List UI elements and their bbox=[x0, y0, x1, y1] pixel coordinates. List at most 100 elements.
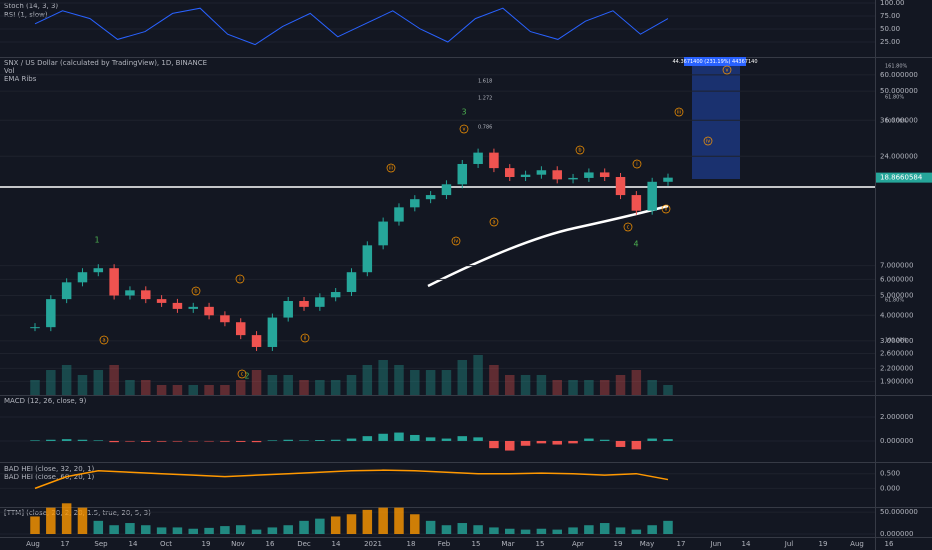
y-tick-label: 0.500 bbox=[880, 470, 900, 478]
volume-bar bbox=[30, 380, 40, 395]
x-axis-label: Mar bbox=[501, 540, 514, 548]
macd-bar bbox=[330, 439, 341, 441]
y-tick-label: 24.000000 bbox=[880, 152, 918, 160]
macd-bar bbox=[30, 440, 40, 441]
macd-bar bbox=[568, 440, 578, 444]
volume-bar bbox=[156, 385, 167, 395]
macd-bar bbox=[394, 432, 404, 441]
volume-bar bbox=[93, 370, 104, 395]
y-tick-label: 4.000000 bbox=[880, 311, 913, 319]
volume-bar bbox=[346, 375, 357, 395]
macd-bar bbox=[204, 440, 214, 442]
wave-letter: a bbox=[492, 220, 495, 226]
macd-bar bbox=[410, 434, 420, 441]
candle bbox=[299, 300, 309, 307]
candle bbox=[141, 290, 151, 300]
candle bbox=[520, 174, 531, 177]
macd-bar bbox=[536, 440, 547, 444]
volume-bar bbox=[283, 375, 293, 395]
y-tick-label: 2.000000 bbox=[880, 413, 913, 421]
ttm-bar bbox=[505, 528, 515, 534]
candle bbox=[346, 272, 357, 293]
wave-label: 2 bbox=[244, 372, 249, 381]
macd-bar bbox=[299, 440, 309, 441]
panel-label: Stoch (14, 3, 3) bbox=[4, 2, 58, 10]
volume-bar bbox=[599, 380, 610, 395]
x-axis-label: Jun bbox=[710, 540, 722, 548]
macd-bar bbox=[489, 440, 499, 449]
candle bbox=[599, 172, 610, 177]
candle bbox=[631, 195, 642, 211]
wave-circle bbox=[235, 274, 245, 284]
candle bbox=[457, 163, 468, 185]
candle bbox=[425, 195, 436, 200]
panel-label: BAD HEI (close, 32, 20, 1) bbox=[4, 465, 95, 473]
wave-letter: i bbox=[239, 277, 240, 283]
y-tick-label: 0.000000 bbox=[880, 437, 913, 445]
wave-letter: a bbox=[102, 338, 105, 344]
macd-bar bbox=[663, 439, 673, 441]
volume-bar bbox=[568, 380, 578, 395]
legend-item: EMA Ribs bbox=[4, 75, 37, 83]
volume-bar bbox=[552, 380, 562, 395]
y-tick-label: 50.000000 bbox=[880, 87, 918, 95]
ttm-bar bbox=[457, 523, 468, 534]
wave-letter: i bbox=[636, 162, 637, 168]
ttm-bar bbox=[631, 529, 642, 534]
panel-label: BAD HEI (close, 60, 20, 1) bbox=[4, 473, 95, 481]
candle bbox=[235, 322, 246, 336]
wave-circle bbox=[386, 163, 396, 173]
volume-bar bbox=[441, 370, 452, 395]
macd-bar bbox=[346, 438, 357, 441]
candle bbox=[93, 268, 104, 273]
ttm-bar bbox=[109, 525, 119, 534]
fib-label: 1.272 bbox=[478, 96, 492, 102]
candle bbox=[77, 272, 88, 283]
wave-letter: v bbox=[463, 127, 466, 133]
volume-bar bbox=[141, 380, 151, 395]
wave-letter: ii bbox=[304, 336, 307, 342]
ttm-bar bbox=[30, 516, 40, 534]
ttm-bar bbox=[568, 527, 578, 534]
ttm-bar bbox=[410, 514, 420, 534]
macd-bar bbox=[584, 438, 594, 441]
panel-label: MACD (12, 26, close, 9) bbox=[4, 397, 87, 405]
ttm-bar bbox=[156, 527, 167, 534]
x-axis-label: 2021 bbox=[364, 540, 382, 548]
candle bbox=[615, 176, 626, 196]
ttm-bar bbox=[362, 509, 373, 534]
x-axis-label: May bbox=[640, 540, 654, 548]
ttm-bar bbox=[299, 520, 309, 534]
volume-bar bbox=[330, 380, 341, 395]
ttm-bar bbox=[441, 525, 452, 534]
x-axis-label: Dec bbox=[297, 540, 311, 548]
candle bbox=[30, 327, 40, 329]
candle bbox=[394, 207, 404, 222]
ttm-bar bbox=[473, 525, 483, 534]
candle bbox=[536, 170, 547, 175]
x-axis-label: 17 bbox=[677, 540, 686, 548]
ttm-bar bbox=[378, 507, 388, 534]
y-tick-label: 5.000000 bbox=[880, 292, 913, 300]
macd-bar bbox=[93, 440, 104, 441]
wave-letter: c bbox=[627, 225, 630, 231]
volume-bar bbox=[109, 365, 119, 395]
macd-bar bbox=[647, 438, 657, 441]
macd-bar bbox=[251, 440, 262, 443]
volume-bar bbox=[61, 365, 72, 395]
last-price-badge bbox=[876, 172, 932, 183]
macd-bar bbox=[631, 440, 642, 450]
candle bbox=[267, 317, 278, 347]
volume-bar bbox=[46, 370, 56, 395]
ttm-bar bbox=[283, 525, 293, 534]
wave-letter: b bbox=[194, 289, 197, 295]
macd-bar bbox=[457, 436, 468, 441]
candle bbox=[220, 315, 230, 323]
macd-bar bbox=[362, 436, 373, 441]
candle bbox=[61, 282, 72, 300]
panel-label: [TTM] (close, 20, 2, 20, 1.5, true, 20, … bbox=[4, 509, 151, 517]
ttm-bar bbox=[61, 503, 72, 534]
legend-item: Vol bbox=[4, 67, 15, 75]
x-axis-label: 16 bbox=[266, 540, 275, 548]
